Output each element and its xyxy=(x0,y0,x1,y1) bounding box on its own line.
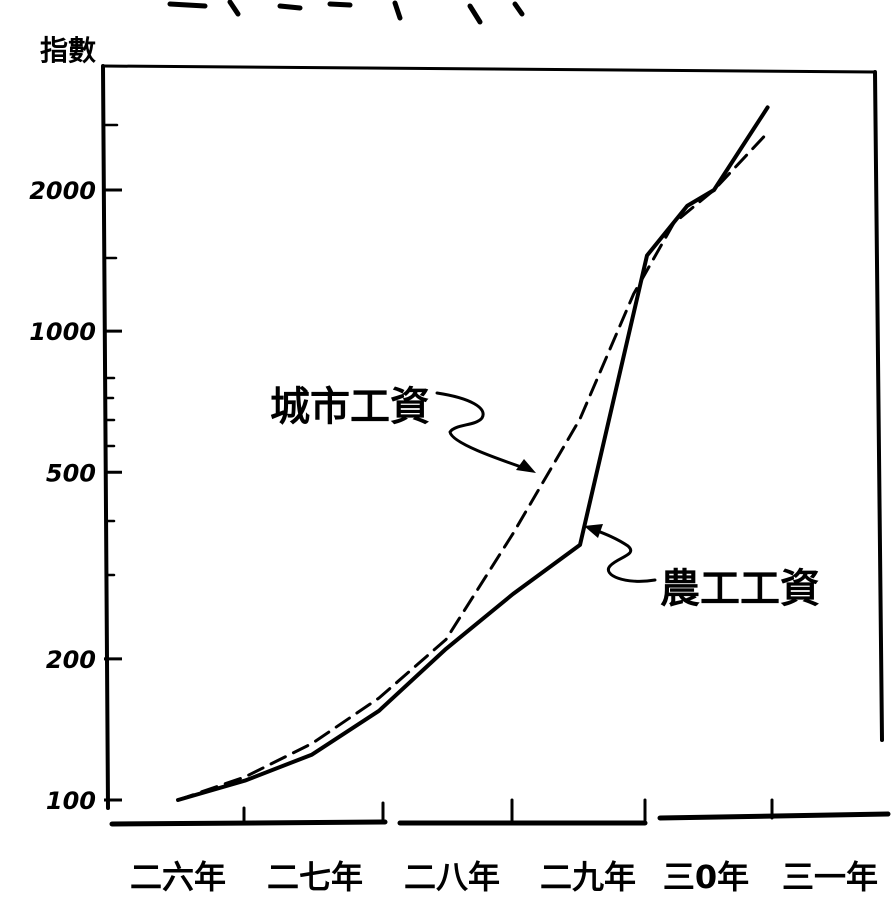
farm-wages-arrowhead xyxy=(584,524,603,538)
city-wages-arrowhead xyxy=(516,459,536,473)
frame-right xyxy=(873,70,884,742)
y-tick-label: 100 xyxy=(46,787,96,815)
x-tick-label: 三一年 xyxy=(782,858,878,896)
annotation-label-farm-wages: 農工工資 xyxy=(660,566,820,612)
x-tick-label: 三0年 xyxy=(663,858,749,896)
series-line-city-wages xyxy=(176,131,770,802)
y-tick-label: 200 xyxy=(46,646,96,674)
y-tick-label: 500 xyxy=(46,459,96,487)
x-tick-label: 二七年 xyxy=(267,858,363,896)
x-axis-line-a xyxy=(109,819,388,827)
y-ticks: 100 200 500 1000 2000 xyxy=(29,177,122,815)
series-lines xyxy=(176,105,770,802)
x-tick-label: 二六年 xyxy=(130,858,226,896)
x-tick-label: 二九年 xyxy=(540,858,636,896)
y-tick-label: 1000 xyxy=(29,318,96,346)
x-tick-label: 二八年 xyxy=(404,858,500,896)
frame-left xyxy=(101,64,110,810)
series-line-farm-wages xyxy=(176,105,770,802)
annotation-label-city-wages: 城市工資 xyxy=(270,384,430,430)
x-axis-line-c xyxy=(657,811,891,821)
title-fragment xyxy=(167,0,525,25)
y-axis-label: 指數 xyxy=(40,34,96,67)
farm-wages-arrow xyxy=(588,526,657,583)
y-tick-label: 2000 xyxy=(29,177,96,205)
frame-top xyxy=(101,64,877,74)
y-minor-ticks xyxy=(102,123,119,577)
city-wages-arrow xyxy=(435,391,532,472)
